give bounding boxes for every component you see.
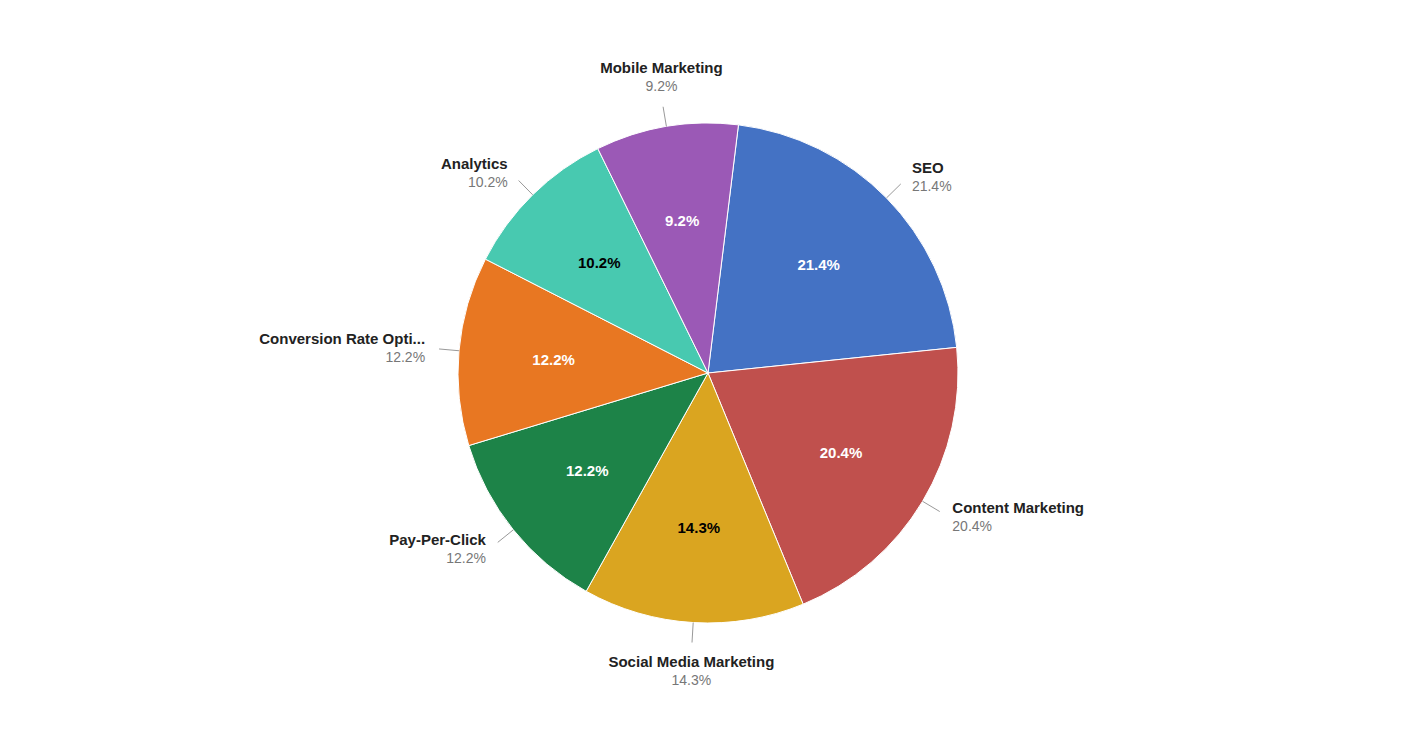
svg-text:SEO: SEO xyxy=(912,159,944,176)
svg-text:9.2%: 9.2% xyxy=(665,212,699,229)
svg-text:10.2%: 10.2% xyxy=(468,174,508,190)
svg-text:10.2%: 10.2% xyxy=(578,254,621,271)
svg-text:Pay-Per-Click: Pay-Per-Click xyxy=(389,531,486,548)
svg-text:20.4%: 20.4% xyxy=(952,518,992,534)
svg-text:21.4%: 21.4% xyxy=(912,178,952,194)
svg-text:Conversion Rate Opti...: Conversion Rate Opti... xyxy=(259,330,425,347)
svg-text:14.3%: 14.3% xyxy=(672,672,712,688)
svg-text:12.2%: 12.2% xyxy=(385,349,425,365)
svg-text:12.2%: 12.2% xyxy=(446,550,486,566)
svg-text:Analytics: Analytics xyxy=(441,155,508,172)
svg-text:14.3%: 14.3% xyxy=(678,519,721,536)
svg-text:12.2%: 12.2% xyxy=(566,462,609,479)
svg-text:Content Marketing: Content Marketing xyxy=(952,499,1084,516)
svg-text:21.4%: 21.4% xyxy=(797,256,840,273)
svg-text:Social Media Marketing: Social Media Marketing xyxy=(608,653,774,670)
svg-text:9.2%: 9.2% xyxy=(645,78,677,94)
svg-text:20.4%: 20.4% xyxy=(820,444,863,461)
svg-text:12.2%: 12.2% xyxy=(532,351,575,368)
svg-text:Mobile Marketing: Mobile Marketing xyxy=(600,59,723,76)
